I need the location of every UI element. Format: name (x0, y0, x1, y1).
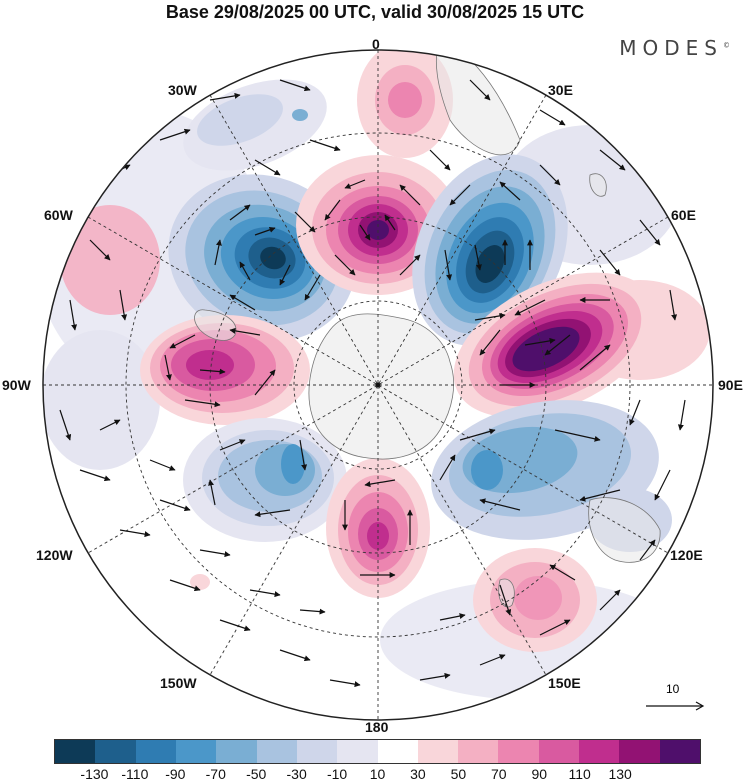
colorbar-swatch (135, 740, 176, 763)
colorbar-swatch (458, 740, 499, 763)
anomaly-blob (186, 350, 234, 380)
colorbar-tick-label: 50 (450, 766, 467, 782)
anomaly-blob (514, 576, 562, 620)
anomaly-blob (43, 330, 160, 470)
colorbar-swatch (417, 740, 459, 763)
africa (435, 50, 521, 156)
colorbar-tick-label: -90 (165, 766, 186, 782)
colorbar-swatch (216, 740, 257, 763)
colorbar-swatch (377, 740, 418, 763)
colorbar-tick-label: 10 (369, 766, 386, 782)
south-pole-dot (375, 382, 381, 388)
lon-label-150w: 150W (160, 675, 197, 691)
lon-label-150e: 150E (548, 675, 581, 691)
colorbar-tick-label: -30 (286, 766, 307, 782)
anomaly-blob (260, 246, 286, 270)
graticule (43, 50, 713, 720)
lon-label-60w: 60W (44, 207, 73, 223)
colorbar (54, 739, 701, 764)
colorbar-swatch (659, 740, 700, 763)
lon-label-90w: 90W (2, 377, 31, 393)
colorbar-swatch (175, 740, 217, 763)
colorbar-tick-label: -70 (205, 766, 226, 782)
lon-label-120w: 120W (36, 547, 73, 563)
south-america (194, 309, 237, 341)
lon-label-30e: 30E (548, 82, 573, 98)
colorbar-swatch (55, 740, 96, 763)
map-border (42, 49, 714, 721)
colorbar-swatch (296, 740, 338, 763)
anomaly-blob (292, 109, 308, 121)
anomaly-blob (197, 94, 283, 146)
colorbar-tick-label: -110 (121, 766, 149, 782)
brand-mark: © (723, 41, 730, 50)
anomaly-blob (475, 245, 505, 283)
colorbar-tick-label: 110 (568, 766, 591, 782)
colorbar-tick-label: 30 (410, 766, 426, 782)
lon-label-90e: 90E (718, 377, 743, 393)
colorbar-tick-label: 130 (608, 766, 632, 782)
colorbar-swatch (95, 740, 136, 763)
colorbar-tick-label: -130 (80, 766, 109, 782)
map-title: Base 29/08/2025 00 UTC, valid 30/08/2025… (165, 2, 585, 22)
lon-label-180: 180 (365, 719, 389, 735)
reference-arrow (646, 701, 705, 711)
anomaly-blob (512, 326, 580, 372)
colorbar-tick-label: 90 (531, 766, 548, 782)
anomaly-blob (388, 82, 422, 118)
colorbar-swatch (498, 740, 539, 763)
colorbar-tick-label: 70 (491, 766, 507, 782)
lon-label-60e: 60E (671, 207, 696, 223)
wind-vectors (59, 79, 686, 688)
anomaly-blob (471, 450, 503, 490)
lon-label-30w: 30W (168, 82, 197, 98)
colorbar-swatch (538, 740, 580, 763)
lon-label-120e: 120E (670, 547, 703, 563)
colorbar-swatch (619, 740, 660, 763)
madagascar (589, 173, 607, 197)
colorbar-tick-label: -10 (326, 766, 348, 782)
colorbar-swatch (337, 740, 378, 763)
colorbar-swatch (579, 740, 620, 763)
australia (588, 497, 661, 563)
colorbar-tick-label: -50 (246, 766, 267, 782)
brand-text: MODES (619, 36, 723, 60)
anomaly-blob (281, 444, 305, 484)
brand-logo: MODES© (619, 36, 730, 60)
reference-vector-label: 10 (666, 682, 680, 696)
reference-vector: 10 (646, 682, 706, 712)
colorbar-swatch (256, 740, 297, 763)
lon-label-0: 0 (372, 36, 380, 52)
